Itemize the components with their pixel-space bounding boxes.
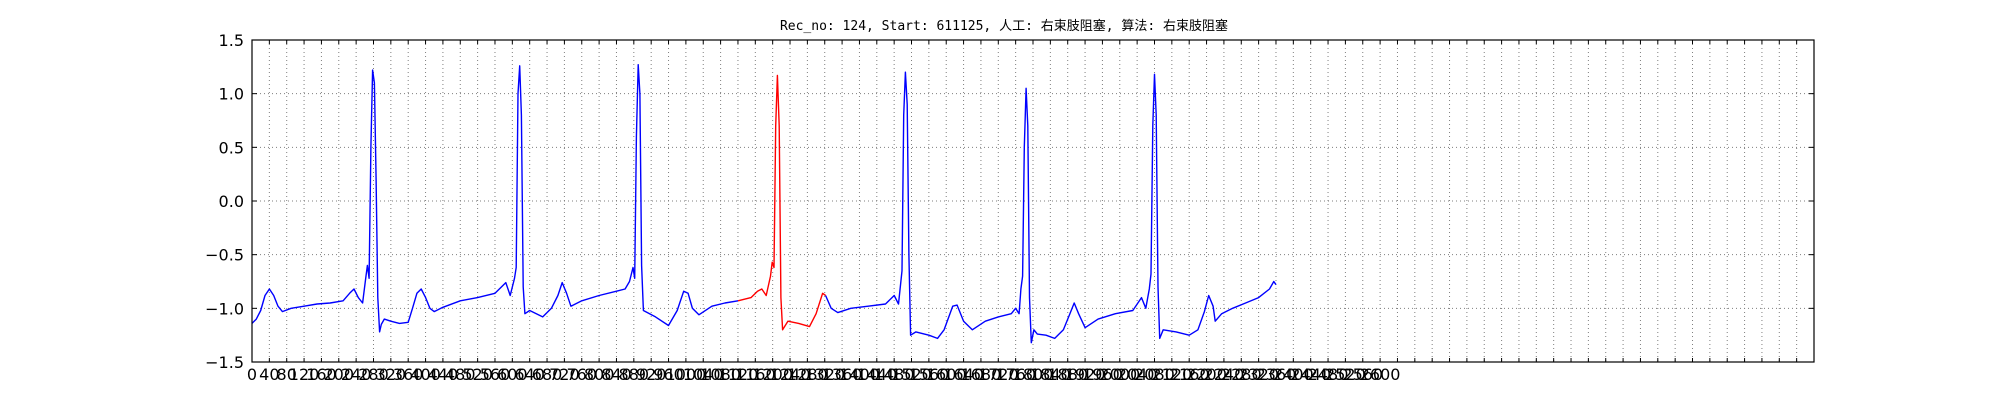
- x-tick-label: 680: [532, 365, 563, 384]
- series-group: [251, 63, 1277, 344]
- x-tick-label: 1960: [1082, 365, 1123, 384]
- x-tick-label: 1880: [1047, 365, 1088, 384]
- x-tick-label: 800: [584, 365, 615, 384]
- x-tick-label: 840: [601, 365, 632, 384]
- x-tick-label: 2560: [1342, 365, 1383, 384]
- x-tick-label: 2160: [1169, 365, 1210, 384]
- x-tick-label: 440: [428, 365, 459, 384]
- x-axis: 0 408012016020024028032036040044048052056…: [247, 40, 1815, 384]
- y-tick-label: −1.0: [205, 299, 244, 318]
- x-tick-label: 2200: [1186, 365, 1227, 384]
- x-tick-label: 760: [566, 365, 597, 384]
- x-tick-label: 240: [341, 365, 372, 384]
- x-tick-label: 560: [480, 365, 511, 384]
- x-tick-label: 1040: [683, 365, 724, 384]
- x-tick-label: 2040: [1117, 365, 1158, 384]
- x-tick-label: 2520: [1325, 365, 1366, 384]
- x-tick-label: 2000: [1099, 365, 1140, 384]
- x-tick-label: 1560: [909, 365, 950, 384]
- grid: [252, 40, 1814, 362]
- x-tick-label: 480: [445, 365, 476, 384]
- chart-title: Rec_no: 124, Start: 611125, 人工: 右束肢阻塞, 算…: [780, 18, 1228, 34]
- y-tick-label: 1.5: [219, 31, 244, 50]
- x-tick-label: 1760: [995, 365, 1036, 384]
- series-line-2: [824, 71, 1277, 344]
- x-tick-label: 200: [324, 365, 355, 384]
- x-tick-label: 2120: [1151, 365, 1192, 384]
- x-tick-label: 520: [462, 365, 493, 384]
- x-tick-label: 1600: [926, 365, 967, 384]
- x-tick-label: 2320: [1238, 365, 1279, 384]
- series-line-1: [737, 74, 827, 331]
- x-tick-label: 1360: [822, 365, 863, 384]
- x-tick-label: 0: [247, 365, 257, 384]
- x-tick-label: 160: [306, 365, 337, 384]
- x-tick-label: 280: [358, 365, 389, 384]
- y-tick-label: −1.5: [205, 353, 244, 372]
- y-tick-label: 0.0: [219, 192, 244, 211]
- x-tick-label: 1480: [874, 365, 915, 384]
- x-tick-label: 1680: [961, 365, 1002, 384]
- x-tick-label: 1160: [735, 365, 776, 384]
- x-tick-label: 2240: [1204, 365, 1245, 384]
- y-tick-label: 0.5: [219, 138, 244, 157]
- y-tick-label: −0.5: [205, 246, 244, 265]
- series-line-0: [251, 63, 739, 333]
- x-tick-label: 1120: [718, 365, 759, 384]
- x-tick-label: 1440: [856, 365, 897, 384]
- x-tick-label: 720: [549, 365, 580, 384]
- x-tick-label: 1640: [943, 365, 984, 384]
- x-tick-label: 1720: [978, 365, 1019, 384]
- x-tick-label: 80: [277, 365, 297, 384]
- y-tick-label: 1.0: [219, 85, 244, 104]
- x-tick-label: 880: [619, 365, 650, 384]
- x-tick-label: 2280: [1221, 365, 1262, 384]
- x-tick-label: 960: [653, 365, 684, 384]
- x-tick-label: 2440: [1290, 365, 1331, 384]
- x-tick-label: 1920: [1065, 365, 1106, 384]
- x-tick-label: 920: [636, 365, 667, 384]
- x-tick-label: 1840: [1030, 365, 1071, 384]
- x-tick-label: 400: [410, 365, 441, 384]
- x-tick-label: 600: [497, 365, 528, 384]
- x-tick-label: 120: [289, 365, 320, 384]
- x-tick-label: 360: [393, 365, 424, 384]
- x-tick-label: 320: [376, 365, 407, 384]
- x-tick-label: 40: [259, 365, 279, 384]
- x-tick-label: 2080: [1134, 365, 1175, 384]
- x-tick-label: 1520: [891, 365, 932, 384]
- x-tick-label: 640: [514, 365, 545, 384]
- x-tick-label: 1200: [752, 365, 793, 384]
- x-tick-label: 2600: [1360, 365, 1401, 384]
- x-tick-label: 2400: [1273, 365, 1314, 384]
- x-tick-label: 1280: [787, 365, 828, 384]
- x-tick-label: 2360: [1256, 365, 1297, 384]
- x-tick-label: 1000: [666, 365, 707, 384]
- x-tick-label: 1800: [1013, 365, 1054, 384]
- x-tick-label: 1240: [770, 365, 811, 384]
- x-tick-label: 2480: [1308, 365, 1349, 384]
- x-tick-label: 1400: [839, 365, 880, 384]
- x-tick-label: 1080: [700, 365, 741, 384]
- y-axis: −1.5 −1.0 −0.5 0.0 0.5 1.0 1.5: [205, 31, 1814, 372]
- x-tick-label: 1320: [804, 365, 845, 384]
